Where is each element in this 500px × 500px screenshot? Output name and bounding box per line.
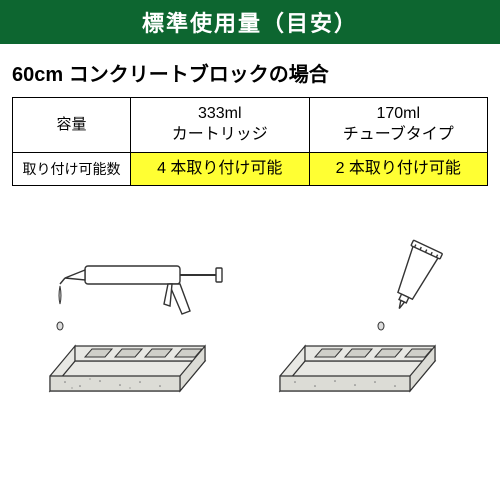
row2-col1: 4 本取り付け可能: [131, 152, 310, 186]
row1-head: 容量: [13, 98, 131, 153]
tube-icon: [260, 226, 470, 406]
header-bar: 標準使用量（目安）: [0, 0, 500, 44]
row1-col2: 170ml チューブタイプ: [309, 98, 488, 153]
illustration-row: [0, 226, 500, 406]
row2-head: 取り付け可能数: [13, 152, 131, 186]
subtitle: 60cm コンクリートブロックの場合: [0, 44, 500, 97]
row1-col1: 333ml カートリッジ: [131, 98, 310, 153]
table-row: 取り付け可能数 4 本取り付け可能 2 本取り付け可能: [13, 152, 488, 186]
header-title: 標準使用量（目安）: [142, 11, 358, 36]
table-row: 容量 333ml カートリッジ 170ml チューブタイプ: [13, 98, 488, 153]
usage-table: 容量 333ml カートリッジ 170ml チューブタイプ 取り付け可能数 4 …: [12, 97, 488, 186]
cartridge-gun-icon: [30, 226, 240, 406]
row2-col2: 2 本取り付け可能: [309, 152, 488, 186]
